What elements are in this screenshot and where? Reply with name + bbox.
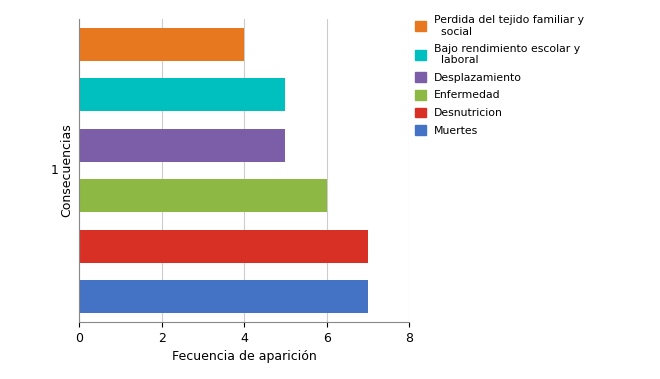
Bar — [79, 230, 368, 263]
Bar — [79, 280, 368, 313]
Bar — [79, 129, 285, 162]
Y-axis label: Consecuencias: Consecuencias — [61, 124, 74, 218]
Bar — [79, 78, 285, 111]
Bar — [79, 28, 244, 61]
Legend: Perdida del tejido familiar y
  social, Bajo rendimiento escolar y
  laboral, De: Perdida del tejido familiar y social, Ba… — [412, 13, 586, 138]
Text: 1: 1 — [51, 164, 59, 177]
Bar — [79, 179, 327, 212]
X-axis label: Fecuencia de aparición: Fecuencia de aparición — [172, 351, 317, 363]
